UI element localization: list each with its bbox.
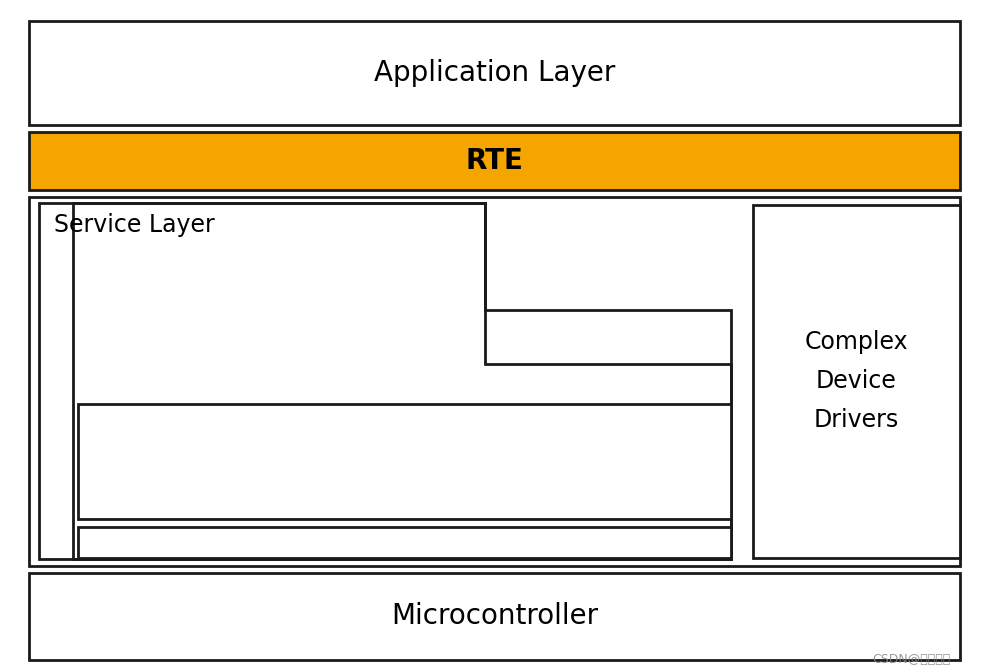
FancyBboxPatch shape — [753, 205, 960, 558]
FancyBboxPatch shape — [29, 197, 960, 566]
FancyBboxPatch shape — [29, 21, 960, 125]
Text: Service Layer: Service Layer — [53, 213, 215, 238]
Text: Microcontroller: Microcontroller — [391, 602, 598, 630]
FancyBboxPatch shape — [29, 573, 960, 660]
Text: ECU Abstraction Layer: ECU Abstraction Layer — [272, 449, 537, 473]
FancyBboxPatch shape — [78, 527, 731, 558]
Text: RTE: RTE — [466, 147, 523, 174]
Text: CSDN@榛子成花: CSDN@榛子成花 — [872, 654, 950, 666]
FancyBboxPatch shape — [29, 132, 960, 190]
Text: Microcontroller Abstraction Layer: Microcontroller Abstraction Layer — [209, 530, 601, 554]
Text: Complex
Device
Drivers: Complex Device Drivers — [805, 330, 908, 433]
Text: Application Layer: Application Layer — [374, 59, 615, 87]
FancyBboxPatch shape — [78, 404, 731, 519]
